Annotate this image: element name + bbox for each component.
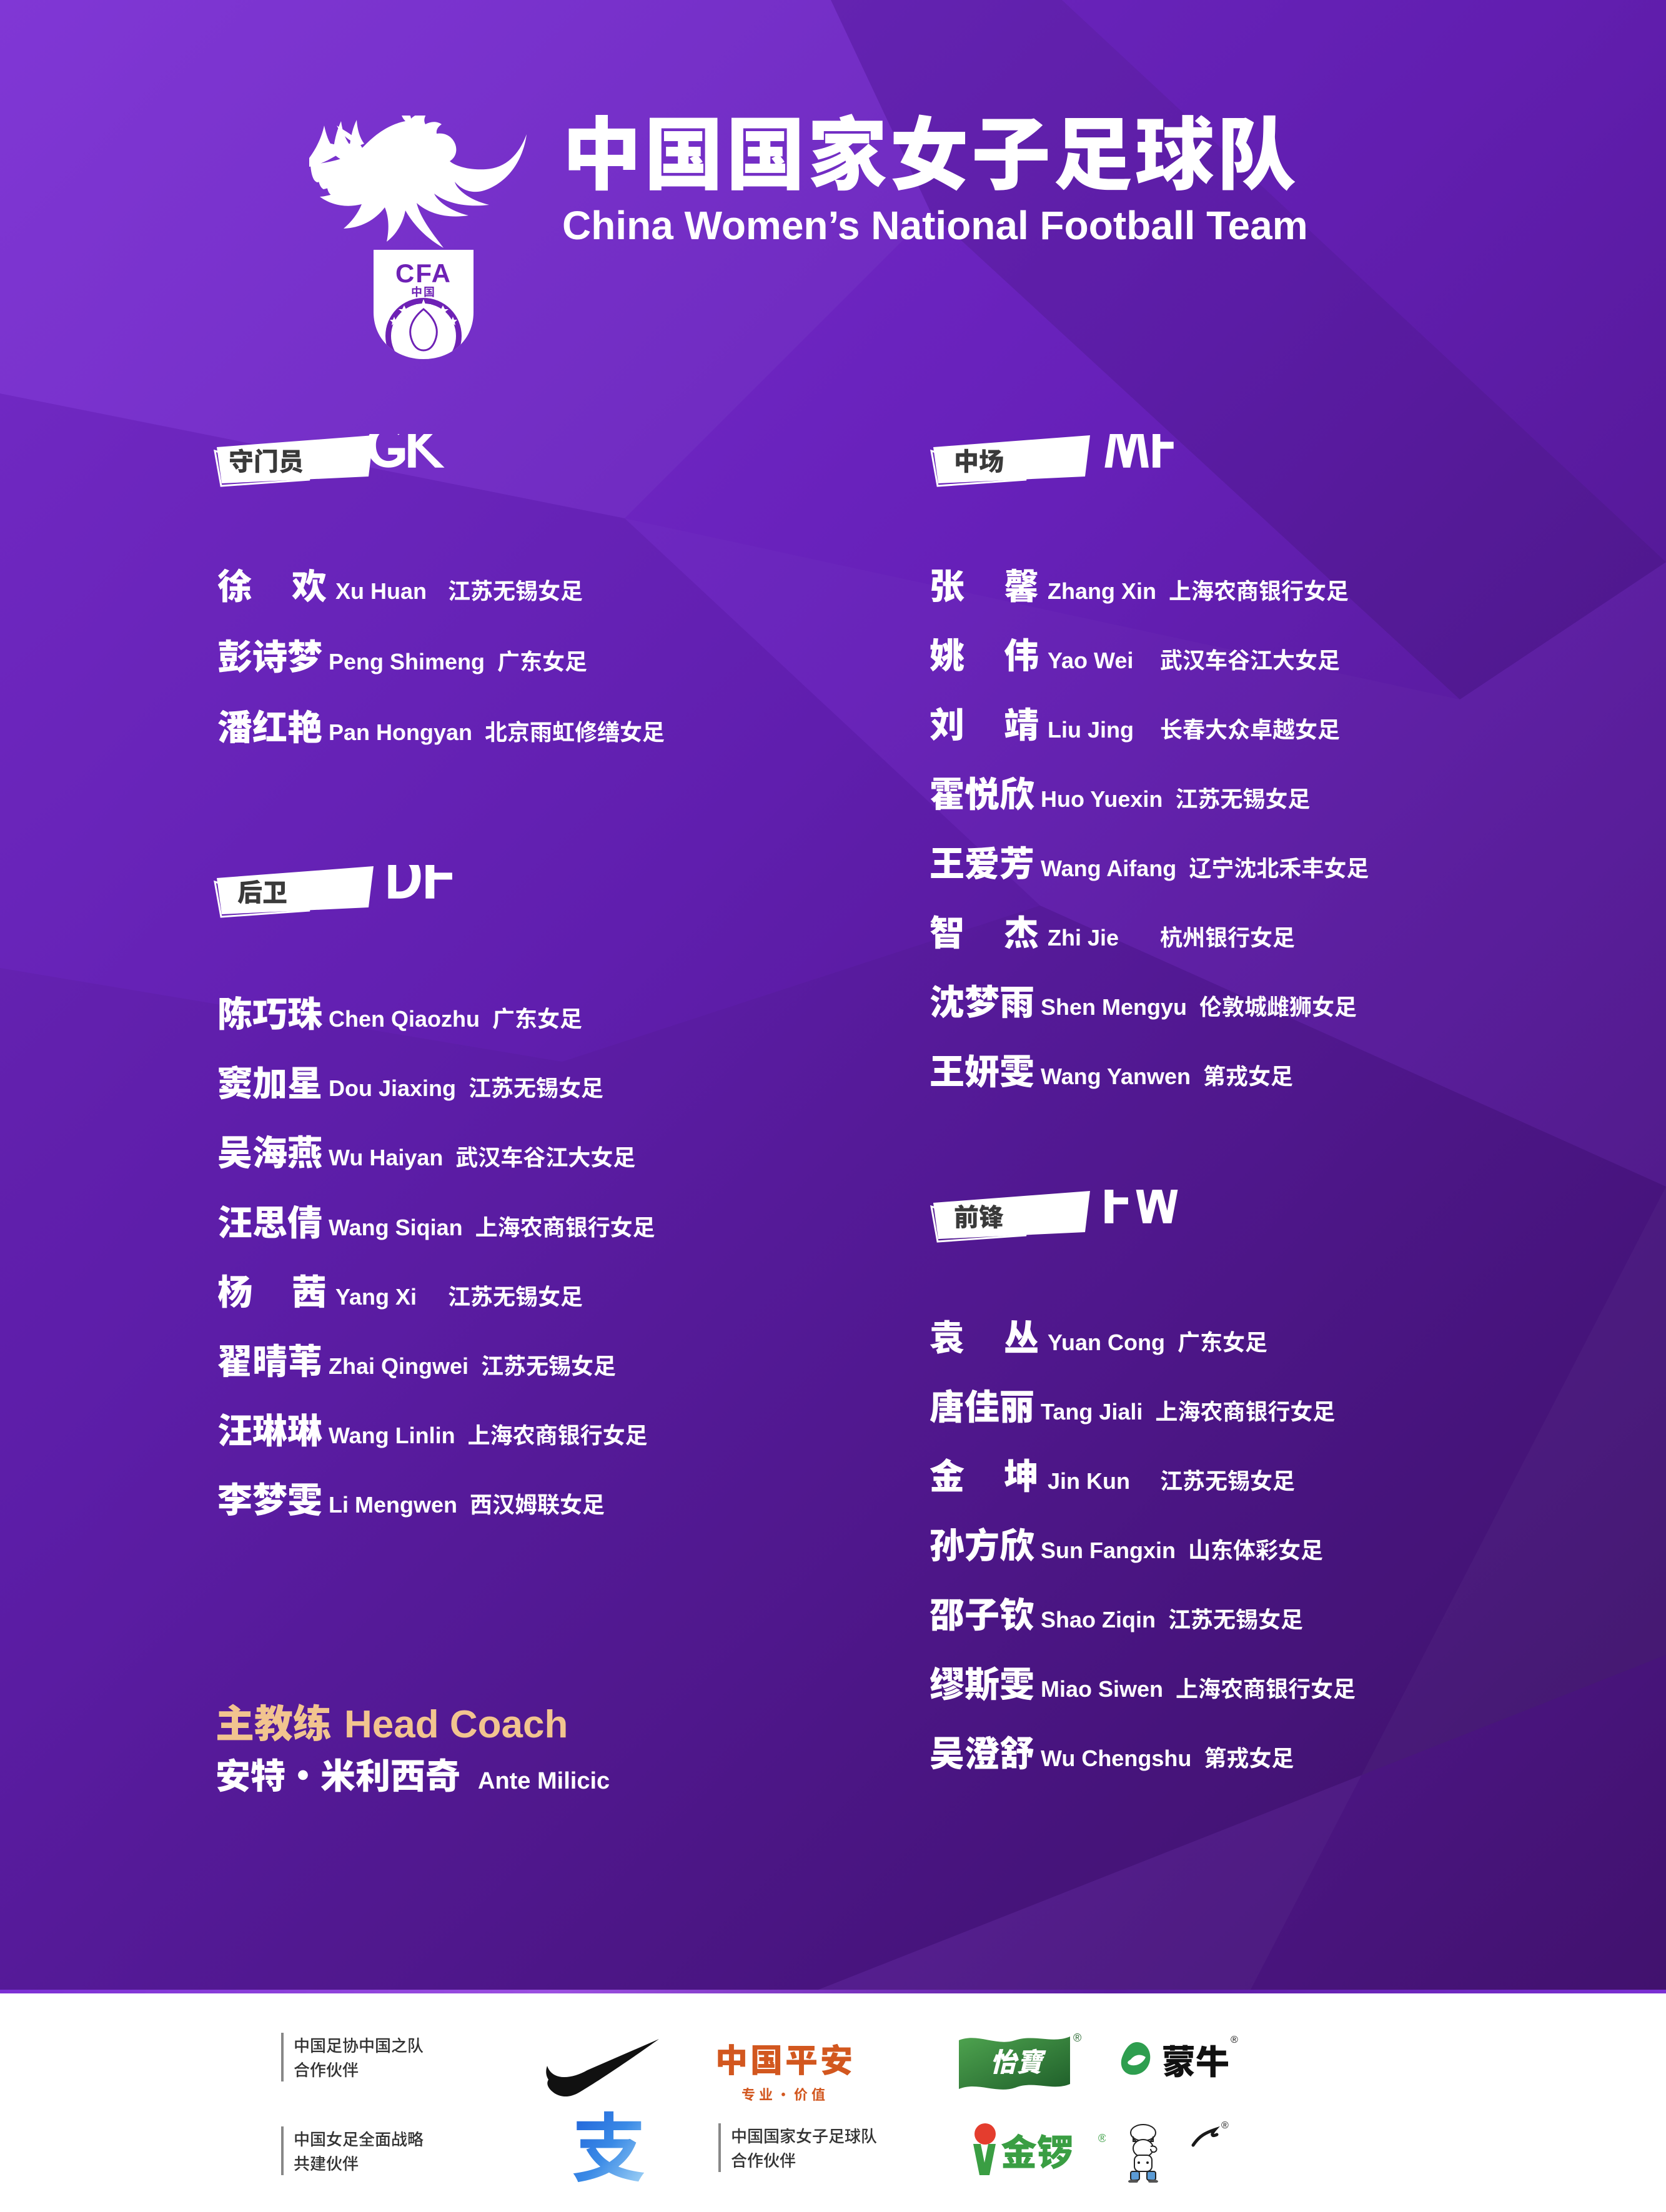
svg-text:守门员: 守门员 xyxy=(229,442,304,478)
svg-text:支: 支 xyxy=(572,2108,647,2197)
svg-text:前锋: 前锋 xyxy=(954,1197,1004,1233)
svg-text:后卫: 后卫 xyxy=(237,872,287,909)
svg-text:金锣: 金锣 xyxy=(1001,2123,1073,2176)
svg-text:®: ® xyxy=(1098,2132,1106,2145)
svg-text:中场: 中场 xyxy=(954,442,1004,478)
svg-text:中国: 中国 xyxy=(411,284,436,300)
svg-text:怡寶: 怡寶 xyxy=(990,2042,1046,2080)
